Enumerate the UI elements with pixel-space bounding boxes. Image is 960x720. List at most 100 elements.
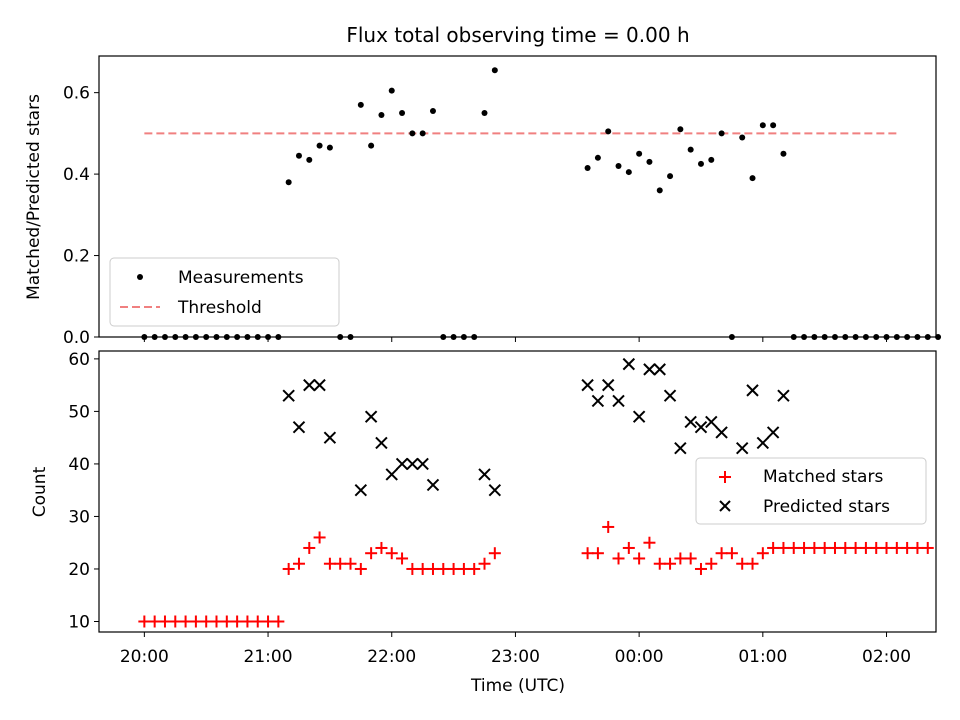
predicted-stars-point-33: [777, 389, 790, 402]
bottom-panel: Count Time (UTC) 10 20 30 40 50 60 20:00 21:00 2…: [30, 350, 937, 696]
matched-stars-point-6: [200, 615, 213, 628]
measurements-point-21: [357, 101, 364, 108]
predicted-stars-point-28: [715, 426, 728, 439]
predicted-stars-point-1: [292, 420, 306, 434]
measurements-point-43: [667, 173, 674, 180]
predicted-stars-point-26: [694, 420, 708, 434]
predicted-stars-point-0: [282, 389, 295, 402]
predicted-stars-point-15: [581, 378, 594, 392]
predicted-stars-point-24: [674, 441, 687, 455]
bottom-y-tick-label-5: 60: [68, 350, 90, 370]
measurements-point-52: [759, 122, 766, 129]
predicted-stars-point-3: [313, 378, 326, 392]
measurements-point-17: [316, 142, 323, 149]
matched-stars-point-61: [849, 541, 862, 554]
matched-stars-point-10: [241, 615, 254, 628]
matched-stars-point-22: [365, 547, 378, 560]
measurements-point-18: [326, 144, 333, 151]
measurements-point-46: [697, 160, 704, 167]
matched-stars-point-31: [457, 562, 470, 575]
matched-stars-point-26: [406, 562, 419, 575]
legend-marker-measurements: [137, 274, 143, 280]
predicted-stars-point-20: [632, 410, 646, 423]
measurements-point-26: [409, 130, 416, 137]
predicted-stars-point-16: [591, 394, 605, 408]
matched-stars-point-59: [828, 541, 841, 554]
legend-label-predicted-stars: Predicted stars: [763, 497, 890, 517]
matched-stars-point-11: [251, 615, 264, 628]
matched-stars-point-19: [334, 557, 347, 570]
measurements-point-42: [656, 187, 663, 194]
measurements-point-45: [687, 146, 694, 153]
matched-stars-point-23: [375, 541, 388, 554]
matched-stars-point-46: [694, 562, 707, 575]
matched-stars-point-25: [396, 552, 409, 565]
predicted-stars-point-25: [684, 415, 697, 429]
predicted-stars-point-23: [663, 389, 677, 402]
predicted-stars-point-9: [395, 457, 409, 471]
measurements-point-48: [718, 130, 725, 137]
matched-stars-point-58: [818, 541, 831, 554]
x-tick-label-0: 20:00: [120, 647, 169, 667]
predicted-stars-point-13: [478, 468, 491, 481]
measurements-point-24: [388, 87, 395, 94]
bottom-y-tick-label-2: 30: [68, 507, 90, 527]
measurements-point-41: [646, 158, 653, 165]
matched-stars-point-68: [921, 541, 934, 554]
matched-stars-point-47: [705, 557, 718, 570]
matched-stars-point-35: [581, 547, 594, 560]
x-axis-label: Time (UTC): [470, 676, 565, 696]
bottom-y-tick-label-0: 10: [68, 612, 90, 632]
matched-stars-point-20: [344, 557, 357, 570]
legend-label-measurements: Measurements: [178, 268, 304, 288]
matched-stars-point-14: [282, 562, 295, 575]
measurements-point-34: [491, 67, 498, 74]
predicted-stars-point-12: [426, 478, 440, 492]
matched-stars-point-50: [736, 557, 749, 570]
matched-stars-point-45: [684, 552, 697, 565]
measurements-point-54: [780, 150, 787, 157]
matched-stars-point-8: [220, 615, 233, 628]
matched-stars-point-13: [272, 615, 285, 628]
matched-stars-point-15: [292, 557, 305, 570]
x-tick-label-3: 23:00: [491, 647, 540, 667]
matched-stars-point-0: [138, 615, 151, 628]
top-panel: Flux total observing time = 0.00 h Match…: [24, 23, 942, 348]
predicted-stars-point-11: [416, 457, 429, 471]
legend-marker-predicted-stars: [719, 500, 731, 512]
top-plot-frame: [98, 55, 937, 338]
measurements-point-36: [594, 154, 601, 161]
matched-stars-point-4: [179, 615, 192, 628]
measurements-point-39: [625, 169, 632, 176]
matched-stars-point-32: [468, 562, 481, 575]
matched-stars-point-17: [313, 531, 326, 544]
matched-stars-point-24: [385, 547, 398, 560]
measurements-point-37: [605, 128, 612, 135]
matched-stars-point-2: [158, 615, 171, 628]
bottom-legend-box: [695, 457, 927, 525]
matched-stars-point-67: [911, 541, 924, 554]
top-legend: Measurements Threshold: [109, 257, 340, 327]
predicted-stars-point-30: [746, 384, 759, 397]
bottom-plot-frame: [98, 350, 937, 633]
matched-stars-point-55: [787, 541, 800, 554]
matched-stars-point-40: [633, 552, 646, 565]
bottom-y-tick-label-3: 40: [68, 455, 90, 475]
measurements-point-44: [677, 126, 684, 133]
predicted-stars-point-2: [303, 378, 316, 392]
matched-stars-point-3: [169, 615, 182, 628]
top-legend-box: [109, 257, 340, 327]
measurements-point-16: [306, 156, 313, 163]
matched-stars-point-53: [767, 541, 780, 554]
bottom-y-axis-label: Count: [30, 466, 50, 517]
x-tick-label-5: 01:00: [738, 647, 787, 667]
predicted-stars-point-4: [323, 431, 337, 444]
measurements-point-23: [378, 112, 385, 119]
matched-stars-point-30: [447, 562, 460, 575]
matched-stars-point-41: [643, 536, 656, 549]
matched-stars-point-49: [725, 547, 738, 560]
x-tick-label-2: 22:00: [367, 647, 416, 667]
legend-label-threshold: Threshold: [177, 298, 262, 318]
bottom-plot-area: 10 20 30 40 50 60 20:00 21:00 22:00 23:00 00:00 01:…: [68, 350, 934, 667]
measurements-point-33: [481, 110, 488, 117]
